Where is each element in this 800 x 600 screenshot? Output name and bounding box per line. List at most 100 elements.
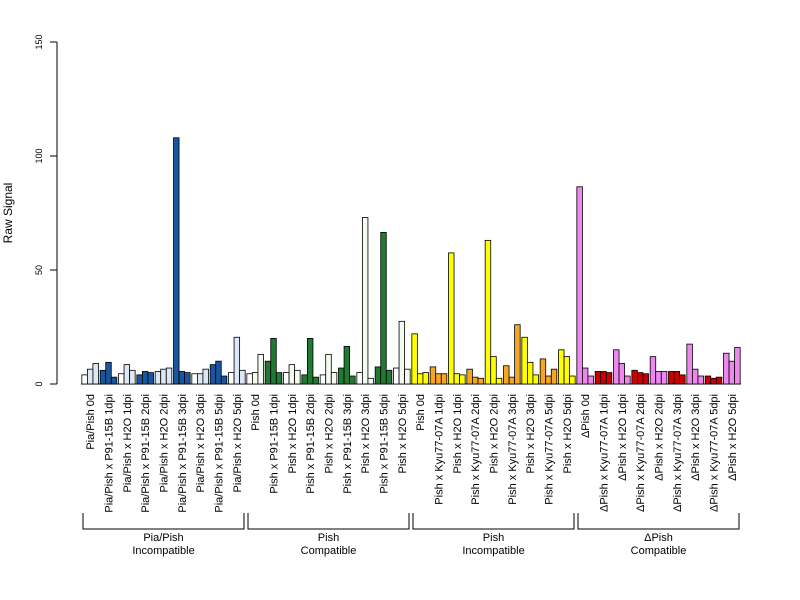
group-bracket <box>82 513 245 530</box>
bar <box>215 360 222 385</box>
bar <box>154 371 162 385</box>
axes: 0 50 100 150 <box>34 34 741 387</box>
bar <box>435 373 442 385</box>
category-label: ΔPish x Kyu77-07A 1dpi <box>599 394 611 512</box>
bar <box>704 375 712 385</box>
bar <box>99 369 107 385</box>
bar <box>257 353 264 385</box>
bar <box>459 374 466 385</box>
bar <box>123 364 131 385</box>
bar <box>136 374 143 385</box>
category-label: Pish x Kyu77-07A 5dpi <box>544 394 556 505</box>
y-tick-label: 150 <box>34 34 44 49</box>
bar <box>514 324 521 385</box>
category-label: Pia/Pish x P91-15B 5dpi <box>214 394 226 513</box>
bar <box>569 375 576 385</box>
bar <box>521 336 528 385</box>
bar <box>723 352 730 385</box>
group-brackets: Pia/PishIncompatiblePishCompatiblePishIn… <box>82 513 740 557</box>
group-label-line2: Incompatible <box>132 545 194 557</box>
category-label: Pia/Pish x H2O 5dpi <box>232 394 244 492</box>
bar <box>728 360 736 385</box>
bar <box>160 368 167 385</box>
bar <box>233 336 241 385</box>
bar <box>587 375 594 385</box>
bars <box>81 137 741 385</box>
bar <box>246 373 253 385</box>
bar <box>660 371 668 385</box>
bar <box>165 367 173 385</box>
bar <box>471 376 479 385</box>
group-label-line1: Pia/Pish <box>143 532 183 544</box>
category-label: Pish x Kyu77-07A 1dpi <box>434 394 446 505</box>
bar <box>466 368 473 385</box>
category-label: Pish x Kyu77-07A 2dpi <box>470 394 482 505</box>
category-label: ΔPish x H2O 5dpi <box>727 394 739 481</box>
bar <box>220 375 228 385</box>
bar <box>618 363 626 385</box>
y-tick-label: 50 <box>34 265 44 275</box>
bar <box>173 137 180 385</box>
group-label-line1: Pish <box>318 532 339 544</box>
bar <box>330 372 338 385</box>
bar <box>191 373 198 385</box>
bar <box>398 320 406 385</box>
bar <box>129 369 136 385</box>
bar <box>416 373 424 385</box>
bar <box>539 358 547 385</box>
bar <box>532 374 539 385</box>
bar <box>319 374 327 385</box>
bar <box>613 349 620 385</box>
bar <box>448 252 455 385</box>
bar <box>349 375 356 385</box>
group-bracket <box>412 513 575 530</box>
bar <box>184 372 191 385</box>
category-label: Pia/Pish 0d <box>85 394 97 450</box>
bar <box>600 371 607 385</box>
bar <box>453 373 461 385</box>
bar <box>178 371 186 385</box>
bar <box>484 239 492 385</box>
bar <box>655 371 662 385</box>
y-axis-label: Raw Signal <box>1 183 15 244</box>
category-labels: Pia/Pish 0d Pia/Pish x P91-15B 1dpi Pia/Pi… <box>85 394 739 513</box>
bar <box>411 333 418 385</box>
category-label: ΔPish 0d <box>580 394 592 438</box>
bar <box>668 371 675 385</box>
bar <box>81 374 88 385</box>
bar <box>490 356 497 385</box>
category-label: ΔPish x H2O 1dpi <box>617 394 629 481</box>
bar <box>679 374 686 385</box>
bar <box>429 366 437 385</box>
category-label: Pish x H2O 3dpi <box>360 394 372 473</box>
category-label: Pish x H2O 2dpi <box>324 394 336 473</box>
bar <box>288 364 296 385</box>
bar <box>508 376 516 385</box>
bar <box>202 368 209 385</box>
category-label: Pish x H2O 1dpi <box>287 394 299 473</box>
bar <box>673 371 681 385</box>
bar <box>495 377 503 385</box>
y-tick-label: 0 <box>34 381 44 386</box>
bar <box>141 371 149 385</box>
category-label: Pish x Kyu77-07A 3dpi <box>507 394 519 505</box>
bar <box>367 377 374 385</box>
category-label: Pish x P91-15B 1dpi <box>269 394 281 494</box>
bar <box>385 369 393 385</box>
group-label-line2: Incompatible <box>462 545 524 557</box>
bar <box>477 377 484 385</box>
bar <box>294 369 301 385</box>
category-label: Pish x H2O 2dpi <box>489 394 501 473</box>
bar <box>503 365 510 385</box>
bar <box>147 372 154 385</box>
group-label-line2: Compatible <box>301 545 357 557</box>
bar <box>710 377 717 385</box>
bar <box>642 373 649 385</box>
category-label: ΔPish x H2O 3dpi <box>690 394 702 481</box>
bar <box>393 367 400 385</box>
bar <box>301 374 308 385</box>
bar <box>563 356 571 385</box>
bar <box>631 369 638 385</box>
category-label: Pish x P91-15B 2dpi <box>305 394 317 494</box>
